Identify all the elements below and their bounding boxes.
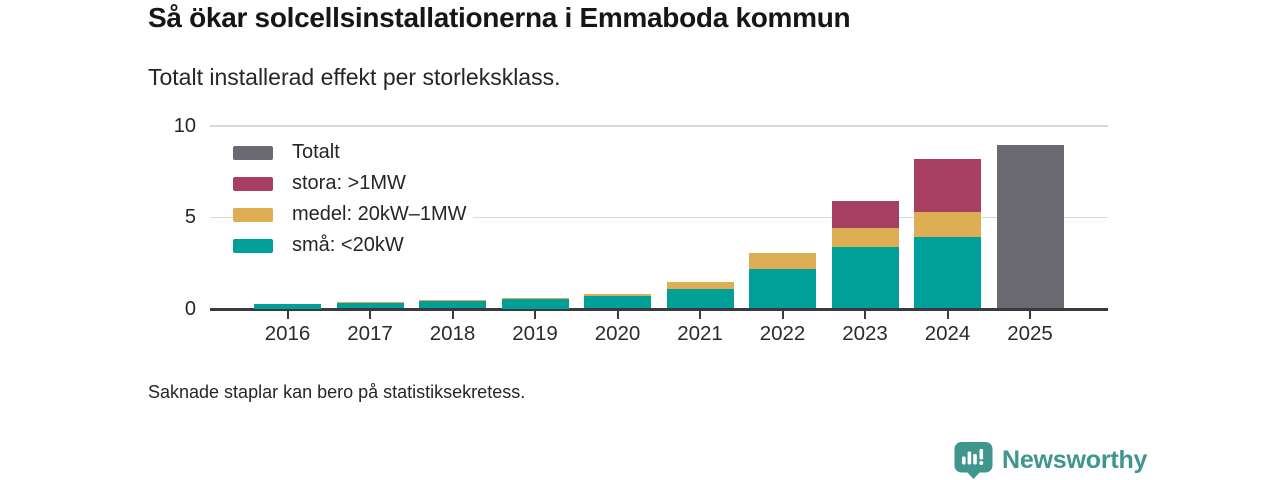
- legend-item-medel: medel: 20kW–1MW: [233, 199, 467, 230]
- legend-label-medel: medel: 20kW–1MW: [292, 203, 467, 225]
- legend-item-sma: små: <20kW: [233, 230, 467, 261]
- x-tick-2017: [369, 310, 371, 319]
- bar-2017-medel: [336, 301, 404, 303]
- bar-2023-sma: [831, 247, 899, 309]
- x-axis-label-2023: 2023: [842, 322, 888, 345]
- legend-swatch-sma: [233, 238, 273, 253]
- y-axis-label-0: 0: [184, 297, 196, 320]
- bar-2024-medel: [914, 211, 981, 238]
- y-axis-label-10: 10: [173, 115, 196, 137]
- chart-legend: Totalt stora: >1MW medel: 20kW–1MW små: …: [233, 137, 473, 261]
- x-axis-label-2018: 2018: [429, 322, 476, 345]
- x-axis-label-2017: 2017: [347, 322, 393, 345]
- x-axis-line: [210, 307, 1108, 311]
- x-axis-label-2025: 2025: [1007, 322, 1053, 345]
- legend-swatch-medel: [233, 207, 273, 222]
- bar-2021-sma: [666, 289, 734, 309]
- gridline-10: [210, 125, 1108, 127]
- x-tick-2019: [534, 310, 536, 319]
- bar-2019-sma: [501, 299, 569, 309]
- x-axis-label-2021: 2021: [677, 322, 723, 345]
- legend-swatch-stora: [233, 176, 273, 191]
- bar-2018-medel: [419, 300, 486, 302]
- x-tick-2018: [451, 310, 454, 319]
- bar-2020-sma: [584, 295, 651, 309]
- newsworthy-logo: Newsworthy: [953, 441, 1147, 479]
- x-axis-label-2022: 2022: [759, 322, 806, 345]
- x-tick-2024: [946, 310, 949, 319]
- bar-2017-sma: [336, 303, 404, 309]
- bar-2019-medel: [501, 297, 569, 300]
- newsworthy-logo-text: Newsworthy: [1002, 445, 1148, 474]
- bar-2021-medel: [666, 282, 734, 290]
- legend-swatch-totalt: [233, 145, 273, 160]
- bar-2024-sma: [914, 237, 981, 309]
- x-axis-label-2019: 2019: [512, 322, 558, 345]
- bar-2022-medel: [749, 252, 816, 270]
- x-tick-2020: [616, 310, 619, 319]
- bar-2016-sma: [254, 303, 321, 309]
- bar-2023-stora: [831, 200, 899, 229]
- x-axis-label-2020: 2020: [594, 322, 641, 345]
- x-tick-2022: [781, 310, 784, 319]
- x-axis-label-2016: 2016: [264, 322, 311, 345]
- legend-label-sma: små: <20kW: [292, 234, 404, 256]
- legend-item-totalt: Totalt: [233, 137, 467, 168]
- bar-chart-speech-bubble-icon: [954, 442, 993, 479]
- bar-2022-sma: [749, 269, 816, 309]
- x-tick-2025: [1029, 310, 1031, 319]
- footnote: Saknade staplar kan bero på statistiksek…: [148, 382, 526, 402]
- legend-label-totalt: Totalt: [292, 141, 340, 163]
- x-tick-2021: [699, 310, 701, 319]
- x-tick-2023: [864, 310, 866, 319]
- legend-label-stora: stora: >1MW: [292, 172, 406, 194]
- bar-2020-medel: [584, 293, 651, 296]
- x-axis-label-2024: 2024: [924, 322, 971, 345]
- chart-title: Så ökar solcellsinstallationerna i Emmab…: [148, 2, 851, 33]
- bar-2023-medel: [831, 228, 899, 248]
- bar-2025-totalt: [996, 145, 1064, 309]
- legend-item-stora: stora: >1MW: [233, 168, 467, 199]
- x-tick-2016: [286, 310, 289, 319]
- chart-subtitle: Totalt installerad effekt per storlekskl…: [148, 64, 561, 90]
- bar-2018-sma: [419, 301, 486, 309]
- gridline-5: [210, 216, 1108, 218]
- y-axis-label-5: 5: [184, 206, 196, 229]
- bar-2024-stora: [914, 158, 981, 212]
